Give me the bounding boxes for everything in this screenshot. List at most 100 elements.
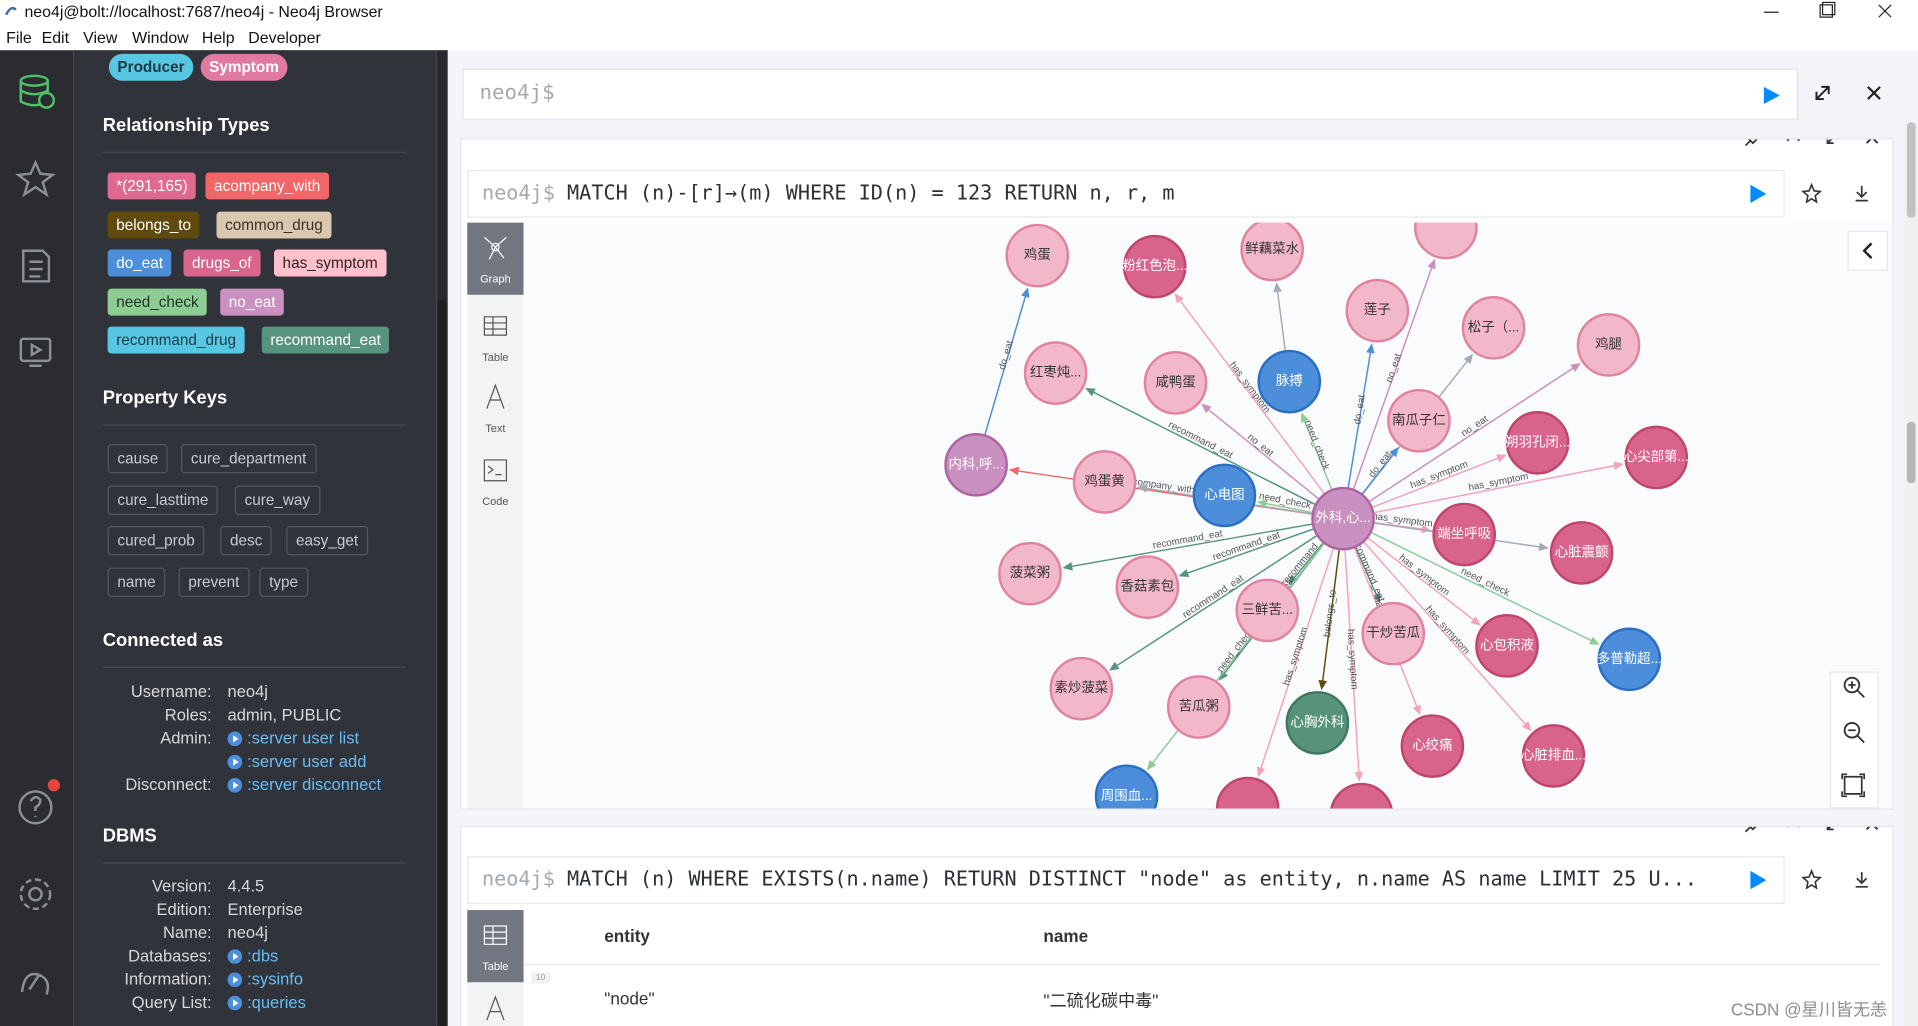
command-link[interactable]: :server user list: [247, 729, 360, 748]
view-button[interactable]: Table: [467, 301, 523, 373]
graph-node[interactable]: [1505, 410, 1570, 475]
command-link[interactable]: :sysinfo: [247, 970, 304, 989]
scrollbar-thumb[interactable]: [1906, 422, 1916, 484]
relationship-edge[interactable]: [1344, 549, 1360, 775]
menu-item[interactable]: File: [6, 28, 32, 47]
relationship-edge[interactable]: [1362, 541, 1528, 727]
property-key-pill[interactable]: type: [259, 567, 308, 597]
menu-item[interactable]: Edit: [41, 28, 69, 47]
relationship-edge[interactable]: [1370, 531, 1594, 643]
relationship-edge[interactable]: [1372, 464, 1617, 514]
relationship-edge[interactable]: [1114, 534, 1318, 668]
favorite-button[interactable]: [1801, 182, 1823, 204]
command-link[interactable]: :server user add: [247, 752, 367, 771]
property-key-pill[interactable]: cure_way: [234, 485, 320, 515]
view-button[interactable]: [467, 983, 523, 1026]
about-icon[interactable]: [20, 972, 50, 995]
relationship-edge[interactable]: [1178, 298, 1326, 495]
relationship-edge[interactable]: [1321, 548, 1341, 683]
graph-node[interactable]: [1311, 486, 1375, 551]
command-link[interactable]: :queries: [247, 993, 306, 1012]
scrollbar-thumb[interactable]: [437, 299, 447, 1026]
relationship-type-pill[interactable]: has_symptom: [273, 249, 387, 277]
graph-node[interactable]: [1094, 764, 1159, 810]
graph-node[interactable]: [1072, 450, 1137, 514]
frame-query[interactable]: neo4j$ MATCH (n)-[r]→(m) WHERE ID(n) = 1…: [467, 170, 1785, 218]
graph-node[interactable]: [1400, 714, 1465, 778]
relationship-edge[interactable]: [1303, 418, 1333, 491]
node-label-pill[interactable]: Symptom: [200, 53, 288, 81]
command-link[interactable]: :dbs: [247, 946, 279, 966]
graph-node[interactable]: [1414, 222, 1478, 260]
guides-icon[interactable]: [19, 337, 52, 367]
relationship-edge[interactable]: [1354, 546, 1378, 597]
relationship-type-pill[interactable]: recommand_eat: [261, 326, 390, 354]
database-icon[interactable]: [19, 74, 56, 109]
graph-node[interactable]: [1049, 656, 1114, 721]
fullscreen-button[interactable]: [1815, 85, 1830, 101]
graph-node[interactable]: [1240, 222, 1304, 282]
property-key-pill[interactable]: desc: [220, 526, 273, 556]
relationship-edge[interactable]: [1091, 390, 1317, 506]
pin-button[interactable]: [1744, 826, 1758, 833]
menu-item[interactable]: Help: [201, 28, 235, 47]
graph-node[interactable]: [1521, 724, 1586, 788]
menu-item[interactable]: View: [83, 28, 118, 47]
property-key-pill[interactable]: cause: [107, 444, 169, 474]
run-button[interactable]: [1750, 870, 1767, 890]
relationship-edge[interactable]: [1368, 366, 1576, 503]
relationship-type-pill[interactable]: common_drug: [216, 211, 332, 238]
view-button[interactable]: Text: [467, 372, 523, 444]
relationship-edge[interactable]: [1069, 523, 1314, 568]
graph-node[interactable]: [1285, 691, 1350, 755]
window-controls[interactable]: [1749, 0, 1918, 24]
relationship-type-pill[interactable]: need_check: [107, 288, 208, 315]
relationship-edge[interactable]: [1361, 452, 1395, 495]
graph-node[interactable]: [1330, 782, 1393, 810]
collapse-button[interactable]: [1787, 826, 1800, 828]
query-editor[interactable]: neo4j$: [462, 68, 1799, 120]
view-button[interactable]: Code: [467, 445, 523, 517]
node-label-pill[interactable]: Producer: [108, 53, 194, 81]
graph-node[interactable]: [1461, 296, 1526, 360]
relationship-type-pill[interactable]: do_eat: [107, 249, 172, 277]
zoom-fit[interactable]: [1841, 773, 1866, 798]
graph-node[interactable]: [1257, 349, 1322, 414]
inspector-toggle[interactable]: [1847, 230, 1889, 272]
relationship-edge[interactable]: [1263, 502, 1314, 514]
menu-item[interactable]: Developer: [248, 28, 321, 47]
relationship-edge[interactable]: [1259, 547, 1335, 771]
relationship-type-pill[interactable]: *(291,165): [107, 172, 197, 200]
graph-node[interactable]: [1345, 278, 1410, 343]
fullscreen-button[interactable]: [1826, 138, 1837, 144]
settings-icon[interactable]: [19, 878, 52, 911]
zoom-out[interactable]: [1843, 722, 1865, 744]
download-button[interactable]: [1855, 185, 1868, 202]
run-button[interactable]: [1750, 184, 1767, 204]
relationship-type-pill[interactable]: acompany_with: [205, 172, 329, 200]
relationship-type-pill[interactable]: drugs_of: [183, 249, 261, 277]
close-button[interactable]: [1865, 138, 1879, 144]
graph-node[interactable]: [1122, 234, 1187, 299]
graph-node[interactable]: [1624, 425, 1689, 490]
fullscreen-button[interactable]: [1826, 826, 1837, 831]
help-icon[interactable]: [18, 790, 53, 825]
graph-node[interactable]: [1432, 502, 1496, 567]
graph-node[interactable]: [1143, 351, 1208, 415]
graph-node[interactable]: [1215, 776, 1280, 810]
property-key-pill[interactable]: prevent: [178, 567, 250, 597]
property-key-pill[interactable]: cure_lasttime: [107, 485, 219, 515]
graph-node[interactable]: [1166, 675, 1231, 739]
command-link[interactable]: :server disconnect: [247, 775, 382, 794]
favorites-icon[interactable]: [15, 159, 56, 198]
property-key-pill[interactable]: name: [107, 567, 166, 597]
relationship-edge[interactable]: [1206, 407, 1320, 500]
relationship-edge[interactable]: [1352, 265, 1434, 491]
close-button[interactable]: [1865, 826, 1879, 831]
relationship-type-pill[interactable]: no_eat: [220, 288, 285, 315]
sidebar-scrollbar[interactable]: [436, 50, 448, 1026]
graph-node[interactable]: [998, 541, 1062, 606]
clear-button[interactable]: [1867, 86, 1881, 100]
property-key-pill[interactable]: easy_get: [286, 526, 368, 556]
relationship-edge[interactable]: [1347, 350, 1372, 489]
